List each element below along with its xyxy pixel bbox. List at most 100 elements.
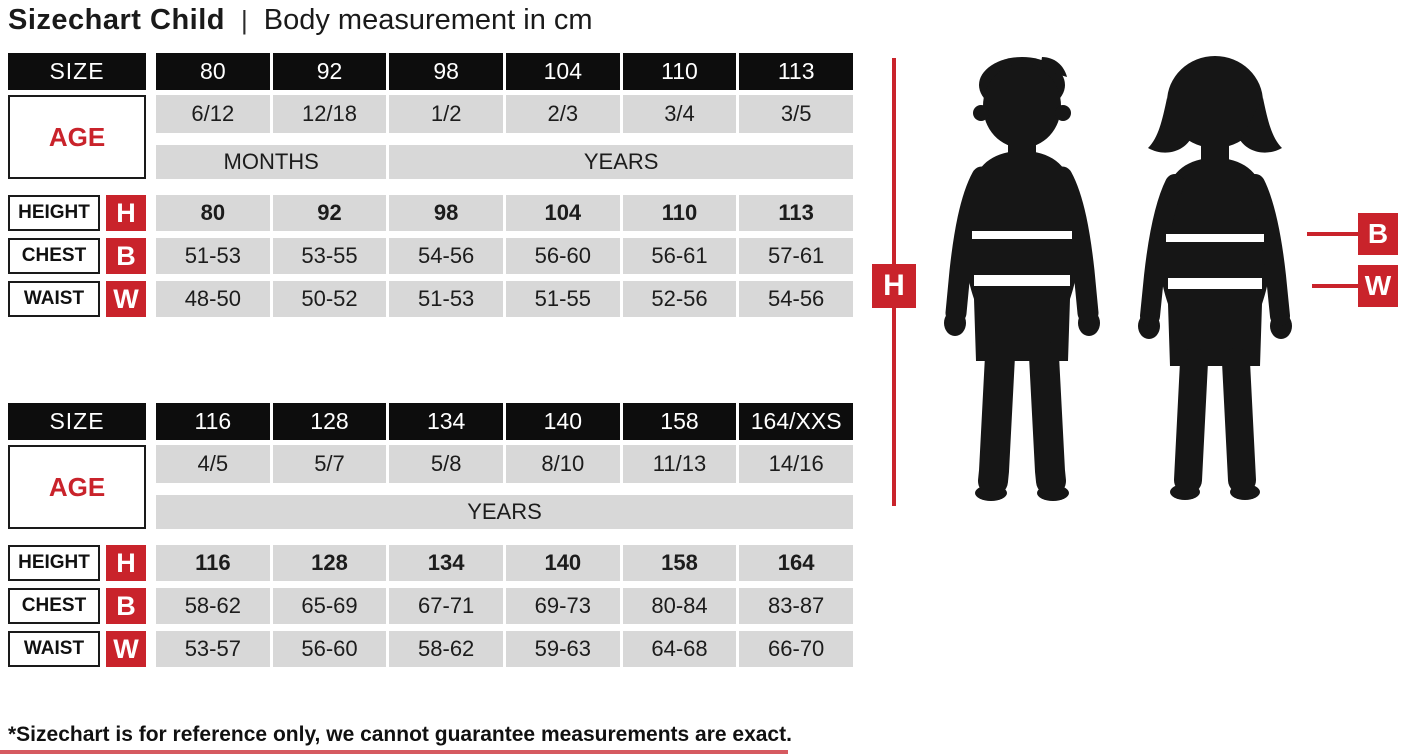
waist-row: WAIST W 53-57 56-60 58-62 59-63 64-68 66… <box>8 631 853 667</box>
age-value: 4/5 <box>156 445 270 483</box>
page-title: Sizechart Child | Body measurement in cm <box>8 4 593 37</box>
age-section: AGE 4/5 5/7 5/8 8/10 11/13 14/16 YEARS <box>8 445 853 529</box>
height-letter-badge: H <box>106 545 146 581</box>
size-value: 164/XXS <box>739 403 853 440</box>
chest-value: 56-61 <box>622 238 737 274</box>
chest-value: 54-56 <box>389 238 503 274</box>
size-value: 98 <box>389 53 503 90</box>
waist-value: 52-56 <box>622 281 737 317</box>
chest-row: CHEST B 51-53 53-55 54-56 56-60 56-61 57… <box>8 238 853 274</box>
height-value: 92 <box>272 195 387 231</box>
waist-value: 51-55 <box>505 281 620 317</box>
height-value: 113 <box>739 195 853 231</box>
size-value: 92 <box>272 53 387 90</box>
waist-value: 48-50 <box>156 281 270 317</box>
chest-value: 56-60 <box>505 238 620 274</box>
title-main: Sizechart Child <box>8 4 225 36</box>
age-header-cell: AGE <box>8 95 146 179</box>
sizechart-table-small: SIZE 80 92 98 104 110 113 AGE 6/12 12/18… <box>8 53 853 317</box>
waist-label: WAIST <box>8 281 100 317</box>
age-value: 6/12 <box>156 95 270 133</box>
chest-value: 83-87 <box>739 588 853 624</box>
waist-badge: W <box>1358 265 1398 307</box>
sizechart-table-large: SIZE 116 128 134 140 158 164/XXS AGE 4/5… <box>8 403 853 667</box>
bottom-divider <box>0 750 788 754</box>
age-unit-years: YEARS <box>389 145 853 179</box>
height-value: 164 <box>739 545 853 581</box>
row-header: CHEST B <box>8 238 146 274</box>
height-badge: H <box>872 264 916 308</box>
waist-letter-badge: W <box>106 631 146 667</box>
waist-value: 54-56 <box>739 281 853 317</box>
chest-letter-badge: B <box>106 238 146 274</box>
size-value: 140 <box>505 403 620 440</box>
age-unit-months: MONTHS <box>156 145 387 179</box>
chest-label: CHEST <box>8 238 100 274</box>
boy-silhouette <box>944 57 1100 501</box>
age-value: 8/10 <box>505 445 620 483</box>
waist-measure-line <box>1312 284 1358 288</box>
title-subtitle: Body measurement in cm <box>263 4 593 36</box>
chest-value: 65-69 <box>272 588 387 624</box>
age-value: 3/4 <box>622 95 737 133</box>
waist-value: 56-60 <box>272 631 387 667</box>
age-value: 14/16 <box>739 445 853 483</box>
waist-value: 64-68 <box>622 631 737 667</box>
size-value: 134 <box>389 403 503 440</box>
chest-value: 67-71 <box>389 588 503 624</box>
height-row: HEIGHT H 80 92 98 104 110 113 <box>8 195 853 231</box>
row-header: WAIST W <box>8 631 146 667</box>
size-header-cell: SIZE <box>8 53 146 90</box>
chest-badge: B <box>1358 213 1398 255</box>
chest-measure-line <box>1307 232 1358 236</box>
height-letter-badge: H <box>106 195 146 231</box>
size-value: 158 <box>622 403 737 440</box>
waist-value: 66-70 <box>739 631 853 667</box>
size-value: 80 <box>156 53 270 90</box>
size-value: 128 <box>272 403 387 440</box>
size-row: SIZE 116 128 134 140 158 164/XXS <box>8 403 853 440</box>
age-value: 1/2 <box>389 95 503 133</box>
size-row: SIZE 80 92 98 104 110 113 <box>8 53 853 90</box>
chest-letter-badge: B <box>106 588 146 624</box>
waist-row: WAIST W 48-50 50-52 51-53 51-55 52-56 54… <box>8 281 853 317</box>
height-value: 158 <box>622 545 737 581</box>
height-value: 116 <box>156 545 270 581</box>
waist-value: 58-62 <box>389 631 503 667</box>
waist-letter-badge: W <box>106 281 146 317</box>
chest-label: CHEST <box>8 588 100 624</box>
height-value: 80 <box>156 195 270 231</box>
chest-value: 57-61 <box>739 238 853 274</box>
chest-value: 53-55 <box>272 238 387 274</box>
size-value: 116 <box>156 403 270 440</box>
title-separator: | <box>241 5 248 35</box>
age-header-cell: AGE <box>8 445 146 529</box>
waist-value: 51-53 <box>389 281 503 317</box>
height-value: 104 <box>505 195 620 231</box>
size-value: 113 <box>739 53 853 90</box>
height-value: 128 <box>272 545 387 581</box>
size-value: 110 <box>622 53 737 90</box>
waist-value: 50-52 <box>272 281 387 317</box>
disclaimer-text: *Sizechart is for reference only, we can… <box>8 723 792 746</box>
age-value: 5/7 <box>272 445 387 483</box>
row-header: WAIST W <box>8 281 146 317</box>
measurement-figure: H <box>858 40 1404 518</box>
waist-value: 59-63 <box>505 631 620 667</box>
age-value: 3/5 <box>739 95 853 133</box>
age-value: 5/8 <box>389 445 503 483</box>
chest-row: CHEST B 58-62 65-69 67-71 69-73 80-84 83… <box>8 588 853 624</box>
age-unit-years: YEARS <box>156 495 853 529</box>
height-row: HEIGHT H 116 128 134 140 158 164 <box>8 545 853 581</box>
age-value: 11/13 <box>622 445 737 483</box>
waist-label: WAIST <box>8 631 100 667</box>
row-header: CHEST B <box>8 588 146 624</box>
height-value: 134 <box>389 545 503 581</box>
age-section: AGE 6/12 12/18 1/2 2/3 3/4 3/5 MONTHS YE… <box>8 95 853 179</box>
height-value: 110 <box>622 195 737 231</box>
boy-chest-line <box>972 231 1072 239</box>
age-value: 2/3 <box>505 95 620 133</box>
chest-value: 80-84 <box>622 588 737 624</box>
girl-chest-line <box>1166 234 1264 242</box>
chest-value: 51-53 <box>156 238 270 274</box>
